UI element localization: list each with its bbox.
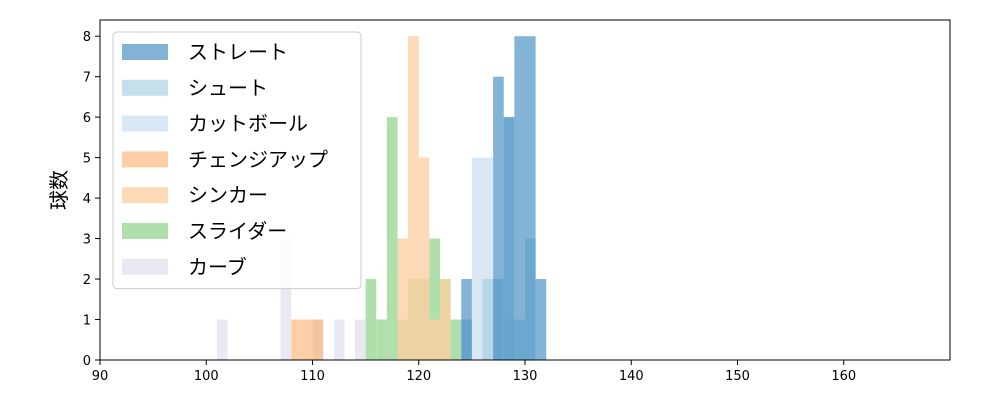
histogram-bar — [376, 319, 387, 360]
x-tick-label: 100 — [194, 369, 219, 384]
legend-label: シンカー — [188, 183, 268, 207]
legend-swatch — [122, 79, 168, 96]
legend-swatch — [122, 151, 168, 168]
histogram-bar — [418, 157, 430, 360]
y-tick-label: 2 — [83, 273, 91, 288]
x-tick-label: 140 — [619, 369, 644, 384]
y-tick-label: 5 — [83, 152, 91, 167]
series-2 — [397, 36, 451, 360]
series-3 — [291, 319, 324, 360]
x-tick-label: 110 — [300, 369, 325, 384]
histogram-bar — [450, 319, 462, 360]
histogram-bar — [386, 117, 398, 361]
histogram-bar — [535, 279, 547, 360]
y-axis-label: 球数 — [47, 170, 71, 210]
histogram-bar — [482, 279, 494, 360]
legend-frame — [112, 31, 362, 290]
histogram-bar — [514, 36, 536, 360]
histogram-bar — [503, 117, 515, 361]
histogram-bar — [291, 319, 302, 360]
series-6 — [461, 36, 547, 361]
legend-swatch — [122, 44, 168, 60]
histogram-bar — [493, 76, 504, 361]
x-axis: 90 100 110 120 130 140 150 160 — [92, 360, 856, 384]
legend-swatch — [122, 258, 168, 275]
histogram-bar — [429, 238, 440, 360]
histogram-bar — [355, 319, 366, 360]
legend-swatch — [122, 115, 168, 132]
x-tick-label: 90 — [92, 369, 109, 384]
x-tick-label: 120 — [406, 369, 431, 384]
histogram-bar — [333, 319, 345, 360]
x-tick-label: 150 — [725, 369, 750, 384]
histogram-bar — [280, 238, 292, 360]
legend-label: ストレート — [188, 40, 288, 64]
y-axis: 0 1 2 3 4 5 6 7 8 — [83, 30, 100, 369]
legend-swatch — [122, 187, 168, 204]
histogram-bar — [301, 319, 324, 360]
bars-layer — [216, 36, 547, 361]
y-tick-label: 7 — [83, 71, 91, 86]
legend-label: カーブ — [188, 255, 247, 279]
x-tick-label: 160 — [831, 369, 856, 384]
y-tick-label: 0 — [83, 354, 91, 369]
histogram-bar — [440, 279, 451, 360]
histogram-bar — [397, 238, 409, 360]
histogram-bar — [429, 319, 440, 360]
histogram-bar — [216, 319, 228, 360]
histogram-bar — [461, 279, 472, 360]
legend-swatch — [122, 223, 168, 239]
histogram-bar — [408, 36, 419, 360]
legend-label: チェンジアップ — [188, 147, 328, 171]
y-tick-label: 6 — [83, 111, 91, 126]
legend-label: カットボール — [188, 112, 308, 136]
y-tick-label: 1 — [83, 314, 91, 329]
x-tick-label: 130 — [513, 369, 538, 384]
y-tick-label: 8 — [83, 30, 91, 45]
legend-label: スライダー — [188, 219, 287, 243]
y-tick-label: 3 — [83, 233, 91, 248]
y-tick-label: 4 — [83, 192, 91, 207]
legend-label: シュート — [188, 76, 268, 100]
histogram-bar — [365, 279, 377, 360]
